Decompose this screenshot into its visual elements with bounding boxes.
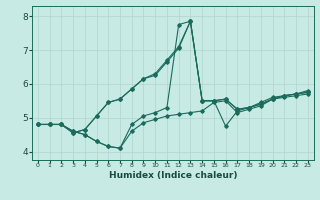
X-axis label: Humidex (Indice chaleur): Humidex (Indice chaleur) xyxy=(108,171,237,180)
